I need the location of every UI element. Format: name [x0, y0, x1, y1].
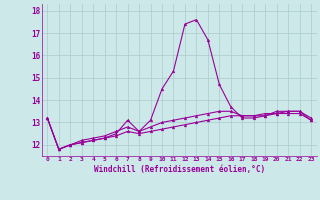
X-axis label: Windchill (Refroidissement éolien,°C): Windchill (Refroidissement éolien,°C) — [94, 165, 265, 174]
